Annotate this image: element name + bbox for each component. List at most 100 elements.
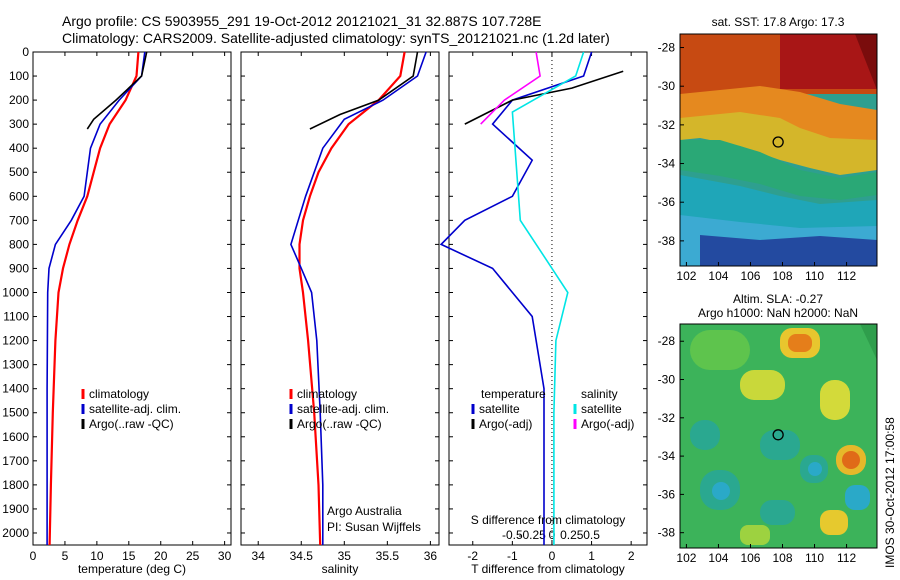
map-y-tick-label: -32	[658, 411, 676, 425]
y-tick-label: 600	[9, 189, 29, 203]
series-line	[480, 51, 541, 125]
y-tick-label: 800	[9, 237, 29, 251]
y-tick-label: 1100	[3, 310, 29, 324]
x-top-tick-label: 0.25	[560, 528, 584, 542]
x-tick-label: 20	[154, 549, 168, 563]
y-tick-label: 0	[22, 45, 29, 59]
difference-panel-frame	[448, 51, 648, 546]
map-y-tick-label: -36	[658, 487, 676, 501]
map-y-tick-label: -34	[658, 449, 676, 463]
legend-label: Argo(-adj)	[479, 417, 532, 431]
difference-xlabel: T difference from climatology	[471, 562, 625, 576]
sla-map-title-line1: Altim. SLA: -0.27	[733, 292, 823, 306]
legend-label: climatology	[89, 387, 149, 401]
legend-label: climatology	[297, 387, 357, 401]
x-tick-label: 25	[186, 549, 200, 563]
series-line	[464, 70, 624, 125]
y-tick-label: 1400	[2, 382, 29, 396]
map-x-tick-label: 108	[772, 269, 792, 283]
map-x-tick-label: 104	[708, 551, 728, 565]
x-tick-label: 36	[424, 549, 438, 563]
x-tick-label: 35.5	[376, 549, 400, 563]
y-tick-label: 700	[9, 213, 29, 227]
x-tick-label: 1	[588, 549, 595, 563]
series-line	[46, 51, 146, 545]
legend-header: salinity	[581, 387, 618, 401]
map-y-tick-label: -32	[658, 118, 676, 132]
temperature-panel-frame	[32, 51, 232, 546]
y-tick-label: 1000	[2, 285, 29, 299]
legend-label: Argo(..raw -QC)	[297, 417, 382, 431]
legend-label: satellite-adj. clim.	[89, 402, 181, 416]
timestamp-vertical: IMOS 30-Oct-2012 17:00:58	[883, 417, 897, 568]
sla-map-frame	[679, 323, 878, 549]
legend-label: satellite-adj. clim.	[297, 402, 389, 416]
map-x-tick-label: 110	[805, 269, 824, 283]
legend-label: satellite	[479, 402, 520, 416]
x-top-tick-label: -0.25	[518, 528, 546, 542]
series-line	[290, 51, 427, 545]
x-tick-label: 0	[30, 549, 37, 563]
sst-map-frame	[679, 33, 878, 267]
series-line	[86, 51, 148, 130]
x-tick-label: 34	[252, 549, 266, 563]
map-y-tick-label: -30	[658, 373, 676, 387]
map-y-tick-label: -34	[658, 157, 676, 171]
y-tick-label: 1500	[2, 406, 29, 420]
y-tick-label: 500	[9, 165, 29, 179]
x-top-tick-label: 0	[549, 528, 556, 542]
x-tick-label: 35	[338, 549, 352, 563]
y-tick-label: 1900	[2, 502, 29, 516]
sla-map-image	[680, 324, 877, 548]
argo-location-marker	[772, 429, 784, 441]
x-tick-label: 30	[218, 549, 232, 563]
y-tick-label: 400	[9, 141, 29, 155]
x-tick-label: -2	[467, 549, 478, 563]
x-tick-label: 15	[122, 549, 136, 563]
y-tick-label: 1700	[2, 454, 29, 468]
y-tick-label: 1200	[2, 334, 29, 348]
sla-map-title-line2: Argo h1000: NaN h2000: NaN	[698, 306, 858, 320]
map-x-tick-label: 106	[740, 551, 760, 565]
y-tick-label: 100	[9, 69, 29, 83]
legend-label: satellite	[581, 402, 622, 416]
map-y-tick-label: -30	[658, 79, 676, 93]
temperature-xlabel: temperature (deg C)	[78, 562, 186, 576]
legend-label: Argo(..raw -QC)	[89, 417, 174, 431]
x-tick-label: 2	[628, 549, 635, 563]
y-tick-label: 900	[9, 261, 29, 275]
y-tick-label: 1300	[2, 358, 29, 372]
x-top-tick-label: -0.5	[502, 528, 523, 542]
map-x-tick-label: 104	[708, 269, 728, 283]
map-x-tick-label: 110	[805, 551, 824, 565]
salinity-panel-frame	[240, 51, 440, 546]
map-x-tick-label: 102	[676, 551, 696, 565]
difference-xlabel-top: S difference from climatology	[471, 513, 626, 527]
figure-title-line1: Argo profile: CS 5903955_291 19-Oct-2012…	[62, 13, 542, 29]
sst-map-image	[680, 34, 877, 266]
x-top-tick-label: 0.5	[583, 528, 600, 542]
map-x-tick-label: 102	[676, 269, 696, 283]
x-tick-label: 0	[549, 549, 556, 563]
series-line	[511, 51, 585, 545]
map-y-tick-label: -38	[658, 526, 676, 540]
y-tick-label: 1600	[2, 430, 29, 444]
y-tick-label: 1800	[2, 478, 29, 492]
legend-header: temperature	[481, 387, 546, 401]
x-tick-label: 10	[90, 549, 104, 563]
series-line	[48, 51, 140, 546]
y-tick-label: 200	[9, 93, 29, 107]
map-x-tick-label: 108	[772, 551, 792, 565]
argo-location-marker	[772, 136, 784, 148]
series-line	[309, 51, 419, 130]
credit-line2: PI: Susan Wijffels	[327, 520, 421, 534]
x-tick-label: -1	[507, 549, 518, 563]
map-y-tick-label: -38	[658, 234, 676, 248]
credit-line1: Argo Australia	[327, 504, 402, 518]
legend-label: Argo(-adj)	[581, 417, 634, 431]
y-tick-label: 300	[9, 117, 29, 131]
map-y-tick-label: -28	[658, 41, 676, 55]
map-x-tick-label: 112	[837, 551, 856, 565]
x-tick-label: 5	[62, 549, 69, 563]
y-tick-label: 2000	[2, 526, 29, 540]
